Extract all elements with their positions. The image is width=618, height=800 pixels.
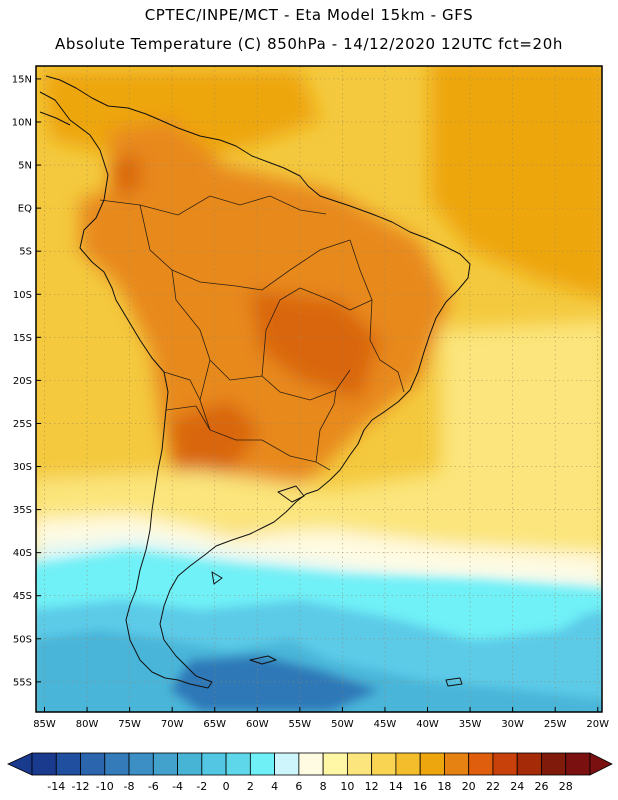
colorbar-label: 26 [534, 780, 548, 793]
latitude-label: 35S [13, 505, 32, 516]
temperature-region [170, 655, 380, 712]
colorbar-swatch [104, 752, 130, 776]
colorbar-swatch [541, 752, 567, 776]
longitude-label: 65W [203, 719, 226, 730]
longitude-label: 50W [331, 719, 354, 730]
longitude-label: 25W [544, 719, 567, 730]
latitude-label: 10S [13, 290, 32, 301]
colorbar-swatch [274, 752, 300, 776]
temperature-region [110, 155, 140, 195]
colorbar-swatch [55, 752, 81, 776]
map-frame [35, 65, 603, 713]
colorbar-label: 24 [510, 780, 524, 793]
latitude-label: 5N [18, 161, 32, 172]
colorbar-swatch [249, 752, 276, 776]
colorbar-label: -10 [96, 780, 114, 793]
longitude-label: 85W [33, 719, 56, 730]
latitude-label: 20S [13, 376, 32, 387]
colorbar-min-arrow [7, 752, 33, 776]
colorbar-label: 6 [295, 780, 302, 793]
temperature-region [430, 66, 602, 298]
colorbar-label: -4 [172, 780, 183, 793]
latitude-label: 40S [13, 548, 32, 559]
latitude-label: 25S [13, 419, 32, 430]
latitude-labels: 15N 10N 5N EQ 5S 10S 15S 20S 25S 30S 35S 40S 45S 50S 5… [12, 74, 32, 688]
colorbar-label: 0 [223, 780, 230, 793]
colorbar-label: 14 [389, 780, 403, 793]
colorbar: -14 -12 -10 -8 -6 -4 -2 0 2 4 6 8 10 12 14 16 18 20 22 24 26… [7, 752, 613, 793]
chart-title: CPTEC/INPE/MCT - Eta Model 15km - GFS [144, 6, 474, 24]
longitude-label: 75W [118, 719, 141, 730]
colorbar-swatch [201, 752, 227, 776]
colorbar-swatch [177, 752, 203, 776]
latitude-label: 55S [13, 677, 32, 688]
temperature-region [250, 290, 380, 400]
temperature-map: 15N 10N 5N EQ 5S 10S 15S 20S 25S 30S 35S 40S 45S 50S 5… [12, 65, 609, 730]
latitude-label: 45S [13, 591, 32, 602]
latitude-label: 30S [13, 462, 32, 473]
colorbar-swatch [468, 752, 494, 776]
colorbar-swatch [152, 752, 178, 776]
temperature-region [440, 320, 602, 520]
longitude-label: 60W [246, 719, 269, 730]
country-borders [99, 195, 405, 471]
longitude-label: 55W [289, 719, 312, 730]
longitude-labels: 85W 80W 75W 70W 65W 60W 55W 50W 45W 40W 35W 30W 25W 2… [33, 719, 609, 730]
colorbar-swatch [492, 752, 518, 776]
colorbar-label: -14 [47, 780, 65, 793]
colorbar-max-arrow [589, 752, 613, 776]
temperature-region [36, 270, 160, 510]
colorbar-swatch [444, 752, 470, 776]
colorbar-label: 10 [340, 780, 354, 793]
longitude-label: 70W [161, 719, 184, 730]
colorbar-swatch [419, 752, 445, 776]
temperature-region [36, 470, 602, 560]
colorbar-swatch [516, 752, 542, 776]
colorbar-label: -8 [124, 780, 135, 793]
colorbar-swatch [31, 752, 57, 776]
colorbar-label: 2 [247, 780, 254, 793]
temperature-field [36, 66, 602, 712]
chart-subtitle: Absolute Temperature (C) 850hPa - 14/12/… [55, 35, 563, 53]
latitude-label: 15N [12, 74, 32, 85]
colorbar-label: 12 [365, 780, 379, 793]
temperature-region [430, 595, 600, 640]
latitude-label: 15S [13, 333, 32, 344]
latitude-label: EQ [18, 204, 32, 215]
colorbar-label: 16 [413, 780, 427, 793]
colorbar-swatch [298, 752, 324, 776]
longitude-label: 30W [501, 719, 524, 730]
colorbar-label: 18 [437, 780, 451, 793]
latitude-label: 10N [12, 117, 32, 128]
coastlines [39, 75, 471, 689]
colorbar-swatch [225, 752, 251, 776]
colorbar-swatch [371, 752, 397, 776]
longitude-label: 45W [374, 719, 397, 730]
colorbar-label: -2 [196, 780, 207, 793]
colorbar-label: 4 [271, 780, 278, 793]
colorbar-label: 20 [462, 780, 476, 793]
latitude-label: 5S [19, 247, 32, 258]
colorbar-label: 22 [486, 780, 500, 793]
colorbar-swatch [322, 752, 348, 776]
colorbar-label: -6 [148, 780, 159, 793]
colorbar-label: 28 [559, 780, 573, 793]
colorbar-swatch [395, 752, 421, 776]
longitude-label: 35W [459, 719, 482, 730]
colorbar-label: 8 [320, 780, 327, 793]
colorbar-swatch [346, 752, 373, 776]
colorbar-label: -12 [72, 780, 90, 793]
colorbar-swatch [128, 752, 154, 776]
longitude-label: 20W [586, 719, 609, 730]
longitude-label: 40W [416, 719, 439, 730]
longitude-label: 80W [76, 719, 99, 730]
colorbar-swatch [80, 752, 106, 776]
latitude-label: 50S [13, 634, 32, 645]
colorbar-swatch [565, 752, 591, 776]
